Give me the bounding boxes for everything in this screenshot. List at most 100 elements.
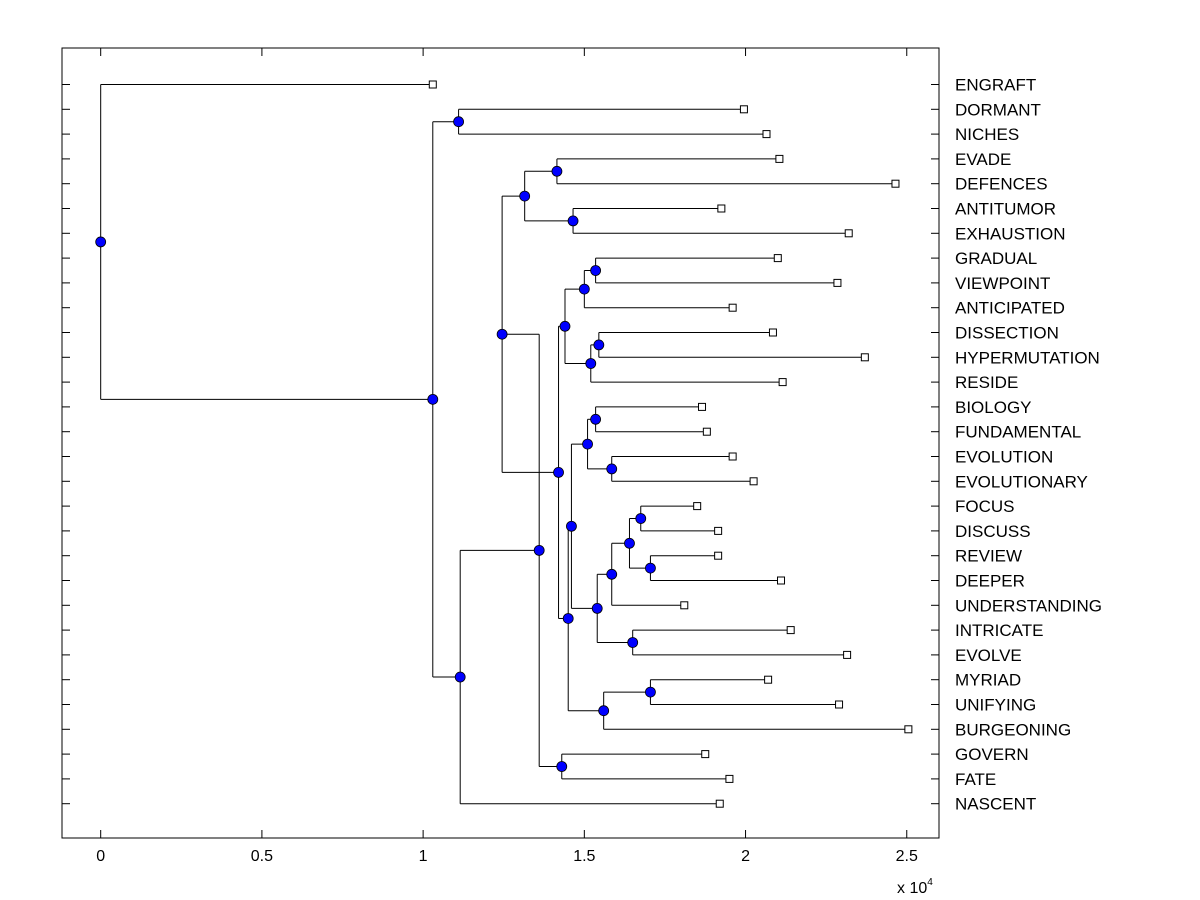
leaf-marker <box>717 204 726 213</box>
node-marker <box>578 283 590 295</box>
leaf-label: REVIEW <box>955 547 1022 566</box>
node-marker <box>627 637 639 648</box>
leaf-marker <box>714 551 723 560</box>
x-tick-label: 1 <box>419 848 428 865</box>
leaf-marker <box>843 650 852 659</box>
leaf-label: UNDERSTANDING <box>955 596 1102 615</box>
node-marker <box>427 393 439 405</box>
x-tick-label: 2 <box>741 848 750 865</box>
leaf-label: EVADE <box>955 150 1011 169</box>
leaf-marker <box>728 452 737 461</box>
x-tick-label: 0 <box>96 848 105 865</box>
leaf-marker <box>775 154 784 163</box>
leaf-marker <box>715 799 724 808</box>
node-marker <box>591 603 603 614</box>
x-tick-label: 2.5 <box>896 848 918 865</box>
leaf-label: FUNDAMENTAL <box>955 423 1081 442</box>
leaf-label: EVOLVE <box>955 646 1022 665</box>
dendrogram-links <box>100 84 909 805</box>
node-marker <box>624 537 635 549</box>
leaf-label: GRADUAL <box>955 249 1037 268</box>
node-marker <box>559 320 571 332</box>
leaf-label: VIEWPOINT <box>955 274 1050 293</box>
leaf-label: EVOLUTION <box>955 448 1053 467</box>
leaf-marker <box>428 80 437 89</box>
leaf-label: MYRIAD <box>955 671 1021 690</box>
leaf-label: NICHES <box>955 125 1019 144</box>
leaf-marker <box>786 626 795 635</box>
leaf-marker <box>714 526 723 535</box>
leaf-label: EVOLUTIONARY <box>955 472 1088 491</box>
leaf-marker <box>860 353 869 362</box>
leaf-marker <box>768 328 777 337</box>
node-marker <box>95 236 107 248</box>
leaf-markers <box>428 80 913 808</box>
leaf-label: HYPERMUTATION <box>955 348 1100 367</box>
leaf-label: ANTICIPATED <box>955 299 1065 318</box>
node-marker <box>567 215 579 227</box>
leaf-label: DISCUSS <box>955 522 1031 541</box>
node-marker <box>585 358 597 369</box>
leaf-label: DISSECTION <box>955 324 1059 343</box>
leaf-label: GOVERN <box>955 745 1029 764</box>
x-tick-label: 1.5 <box>573 848 595 865</box>
leaf-marker <box>904 725 913 734</box>
leaf-marker <box>739 105 748 114</box>
leaf-label: NASCENT <box>955 795 1036 814</box>
leaf-label: RESIDE <box>955 373 1018 392</box>
leaf-label: DORMANT <box>955 100 1041 119</box>
node-marker <box>496 328 508 340</box>
node-marker <box>598 705 610 717</box>
node-marker <box>593 339 605 351</box>
leaf-marker <box>833 278 842 287</box>
node-marker <box>454 671 466 683</box>
leaf-label: BURGEONING <box>955 720 1071 739</box>
leaf-marker <box>844 229 853 238</box>
node-marker <box>556 761 568 772</box>
plot-border <box>61 47 940 839</box>
leaf-label: FOCUS <box>955 497 1015 516</box>
leaf-marker <box>749 477 758 486</box>
leaf-marker <box>777 576 786 585</box>
plot-frame <box>61 47 940 839</box>
leaf-label: UNIFYING <box>955 696 1036 715</box>
leaf-marker <box>835 700 844 709</box>
node-marker <box>566 520 577 532</box>
leaf-label: ANTITUMOR <box>955 200 1056 219</box>
node-marker <box>635 513 647 524</box>
node-marker <box>645 562 656 574</box>
node-marker <box>553 466 564 478</box>
node-marker <box>645 686 656 698</box>
leaf-label: FATE <box>955 770 996 789</box>
leaf-marker <box>762 130 771 139</box>
leaf-marker <box>680 601 689 610</box>
leaf-marker <box>891 179 900 188</box>
y-axis-ticks <box>62 84 939 805</box>
x-axis-ticks: 0 0.5 1 1.5 2 2.5 <box>96 48 918 865</box>
x-tick-label: 0.5 <box>251 848 273 865</box>
node-marker <box>453 116 464 128</box>
leaf-marker <box>778 378 787 387</box>
node-marker <box>582 438 593 450</box>
x-axis-scale-exponent: 4 <box>927 877 933 888</box>
leaf-marker <box>764 675 773 684</box>
node-marker <box>551 165 563 177</box>
leaf-marker <box>773 254 782 263</box>
node-marker <box>562 613 574 624</box>
leaf-label: DEFENCES <box>955 175 1048 194</box>
node-marker <box>519 190 531 202</box>
leaf-label: EXHAUSTION <box>955 224 1066 243</box>
leaf-marker <box>702 427 711 436</box>
leaf-marker <box>698 402 707 411</box>
node-marker <box>533 544 545 556</box>
node-markers <box>95 116 656 772</box>
leaf-label: INTRICATE <box>955 621 1043 640</box>
leaf-label: BIOLOGY <box>955 398 1032 417</box>
leaf-label: ENGRAFT <box>955 76 1036 95</box>
x-axis-scale-factor: x 104 <box>897 877 933 897</box>
leaf-marker <box>701 750 710 759</box>
node-marker <box>590 265 602 276</box>
leaf-marker <box>728 303 737 312</box>
node-marker <box>590 413 602 425</box>
